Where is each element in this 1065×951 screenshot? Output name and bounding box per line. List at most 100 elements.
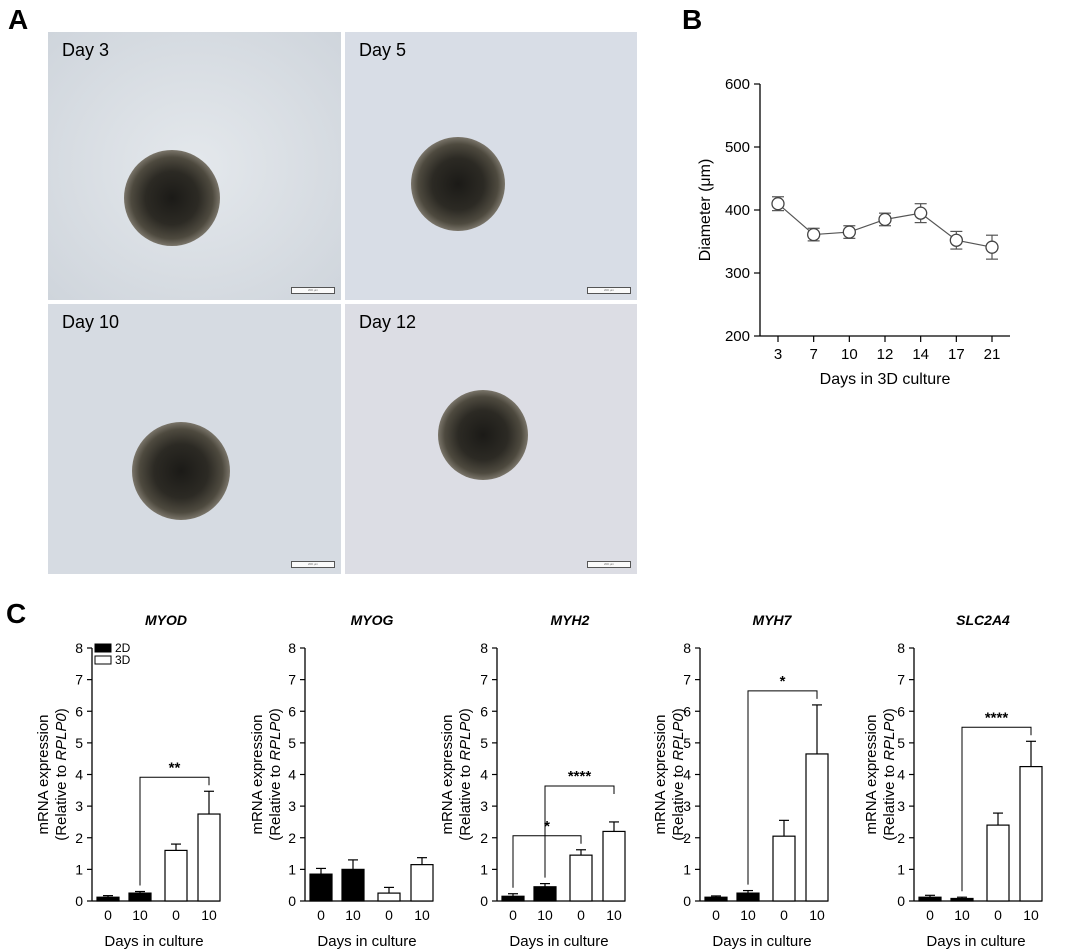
chart-title: MYOD [145, 612, 187, 628]
data-point [771, 197, 785, 211]
scale-bar: 200 μm [587, 561, 631, 568]
y-tick-label: 500 [725, 139, 750, 156]
y-axis-label: Diameter (μm) [697, 159, 714, 262]
bar [533, 886, 557, 902]
y-tick-label: 2 [480, 830, 488, 846]
bar [704, 896, 728, 902]
y-tick-label: 5 [897, 735, 905, 751]
bar [309, 873, 333, 902]
bar [1019, 765, 1043, 902]
y-tick-label: 4 [897, 767, 905, 783]
bar-chart-myh2: MYH2 0 1 2 3 4 5 6 7 8 mRNA expression(Relative to… [439, 612, 626, 950]
chart-title: MYH2 [551, 612, 590, 628]
legend-swatch [94, 655, 112, 665]
scale-bar: 200 μm [291, 561, 335, 568]
scale-bar: 200 μm [291, 287, 335, 294]
bar [950, 897, 974, 902]
y-tick-label: 7 [897, 672, 905, 688]
x-axis-label: Days in culture [712, 933, 811, 950]
x-axis-label: Days in 3D culture [820, 371, 951, 388]
significance-label: **** [568, 768, 592, 785]
x-tick-label: 10 [606, 907, 622, 923]
x-tick-label: 0 [509, 907, 517, 923]
y-tick-label: 200 [725, 328, 750, 345]
y-tick-label: 2 [75, 830, 83, 846]
y-tick-label: 0 [288, 893, 296, 909]
bar [96, 896, 120, 902]
spheroid-photo [48, 304, 341, 574]
panel-b-chart: 200 300 400 500 600 3 7 10 12 14 17 21 Days in 3D cu… [697, 76, 1010, 388]
x-tick-label: 7 [809, 346, 817, 363]
spheroid-image-day3: Day 3 200 μm [48, 32, 341, 300]
y-tick-label: 4 [75, 767, 83, 783]
bar [918, 896, 942, 902]
y-tick-label: 6 [75, 703, 83, 719]
panel-c-label: C [6, 598, 27, 629]
y-axis-label: mRNA expression(Relative to RPLP0) [35, 708, 70, 841]
data-point [842, 225, 856, 239]
y-tick-label: 8 [683, 640, 691, 656]
x-axis-label: Days in culture [104, 933, 203, 950]
legend-label: 2D [115, 641, 131, 655]
legend-swatch [94, 643, 112, 653]
spheroid-image-day12: Day 12 200 μm [345, 304, 637, 574]
significance-label: * [544, 818, 550, 835]
x-tick-label: 21 [984, 346, 1001, 363]
y-tick-label: 8 [75, 640, 83, 656]
y-tick-label: 4 [480, 767, 488, 783]
y-tick-label: 8 [480, 640, 488, 656]
significance-bracket [512, 835, 582, 888]
bar-chart-myog: MYOG 0 1 2 3 4 5 6 7 8 mRNA expression(Relative to… [249, 612, 434, 950]
y-tick-label: 1 [480, 861, 488, 877]
y-tick-label: 3 [288, 798, 296, 814]
y-tick-label: 7 [480, 672, 488, 688]
bar [501, 895, 525, 902]
y-tick-label: 4 [683, 767, 691, 783]
legend-label: 3D [115, 653, 131, 667]
x-tick-label: 0 [994, 907, 1002, 923]
y-tick-label: 400 [725, 202, 750, 219]
y-tick-label: 7 [288, 672, 296, 688]
data-point [985, 240, 999, 254]
data-point [914, 206, 928, 220]
significance-label: ** [169, 759, 181, 776]
y-tick-label: 1 [288, 861, 296, 877]
data-point [949, 233, 963, 247]
x-tick-label: 12 [877, 346, 894, 363]
significance-bracket [139, 776, 210, 886]
x-axis-label: Days in culture [926, 933, 1025, 950]
panel-a-label: A [8, 4, 29, 35]
bar [602, 830, 626, 902]
y-tick-label: 5 [75, 735, 83, 751]
x-tick-label: 0 [172, 907, 180, 923]
significance-label: **** [985, 709, 1009, 726]
x-tick-label: 10 [740, 907, 756, 923]
data-point [878, 212, 892, 227]
x-tick-label: 0 [104, 907, 112, 923]
y-tick-label: 6 [683, 703, 691, 719]
y-tick-label: 5 [683, 735, 691, 751]
x-axis-label: Days in culture [317, 933, 416, 950]
spheroid-photo [345, 32, 637, 300]
bar [772, 835, 796, 902]
x-tick-label: 0 [385, 907, 393, 923]
x-tick-label: 10 [809, 907, 825, 923]
x-tick-label: 10 [132, 907, 148, 923]
y-tick-label: 4 [288, 767, 296, 783]
x-tick-label: 10 [841, 346, 858, 363]
x-tick-label: 10 [345, 907, 361, 923]
y-tick-label: 300 [725, 265, 750, 282]
y-tick-label: 2 [288, 830, 296, 846]
bar [805, 753, 829, 902]
spheroid-photo [48, 32, 341, 300]
photo-day-label: Day 12 [359, 312, 417, 332]
y-tick-label: 6 [897, 703, 905, 719]
scale-bar: 200 μm [587, 287, 631, 294]
y-tick-label: 5 [288, 735, 296, 751]
bar [128, 892, 152, 902]
bar [341, 868, 365, 902]
bar [197, 813, 221, 902]
significance-bracket [961, 726, 1032, 892]
x-tick-label: 10 [414, 907, 430, 923]
